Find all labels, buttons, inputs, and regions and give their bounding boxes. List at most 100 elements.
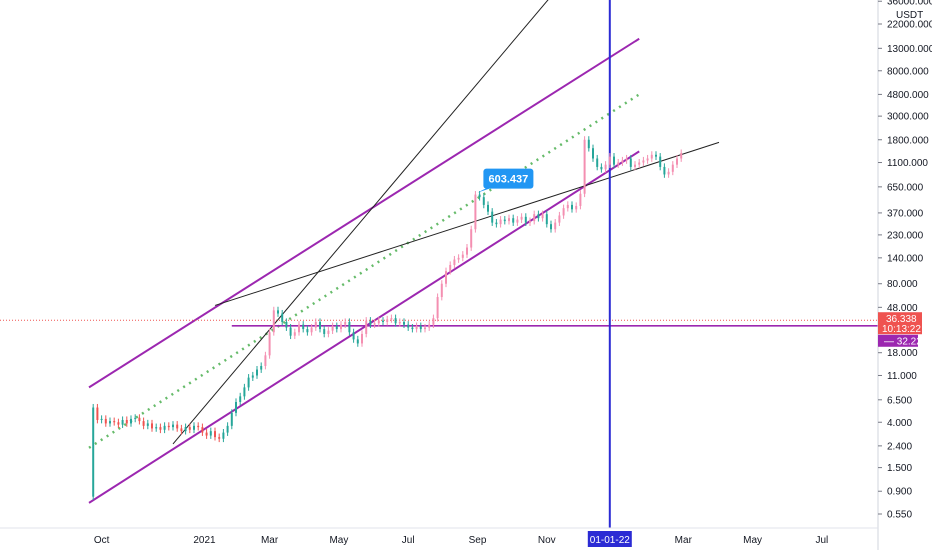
candle-body (92, 407, 95, 497)
candle-body (193, 425, 195, 430)
candle-body (277, 310, 279, 314)
candle-body (146, 423, 149, 426)
candle-body (491, 211, 494, 223)
candle-body (352, 332, 355, 340)
candle-body (268, 332, 271, 356)
candle-body (541, 214, 544, 219)
candle-body (382, 320, 384, 322)
candle-body (625, 158, 628, 161)
candle-body (466, 247, 468, 255)
steep-trend-line (172, 0, 549, 445)
current-price-countdown: 10:13:22 (882, 324, 921, 335)
candle-body (419, 326, 422, 330)
x-tick-label: Jul (816, 535, 829, 546)
candle-body (461, 254, 464, 258)
candle-body (520, 216, 523, 220)
y-tick-label: 36000.000 (887, 0, 932, 8)
candle-body (613, 156, 615, 165)
candle-body (327, 330, 330, 334)
candle-body (671, 164, 674, 172)
candle-body (638, 162, 641, 165)
candle-body (256, 369, 258, 376)
candle-body (323, 329, 326, 334)
candle-body (583, 139, 586, 194)
y-tick-label: 370.000 (887, 208, 924, 219)
candle-body (348, 321, 351, 333)
candle-body (243, 387, 246, 397)
candle-body (667, 171, 670, 175)
x-tick-label: Sep (469, 535, 487, 546)
candle-body (478, 194, 481, 198)
candle-body (533, 214, 536, 222)
candle-body (415, 326, 418, 330)
candle-body (130, 418, 132, 424)
x-tick-label: Mar (261, 535, 279, 546)
candle-body (608, 156, 611, 165)
y-tick-label: 230.000 (887, 230, 924, 241)
candle-body (487, 204, 489, 212)
candle-body (386, 319, 389, 322)
candle-body (650, 154, 653, 159)
candle-body (247, 377, 250, 388)
candle-body (554, 222, 557, 230)
y-tick-label: 4.000 (887, 418, 912, 429)
candle-body (655, 154, 657, 157)
candle-body (407, 324, 410, 328)
channel-upper-line (88, 37, 640, 389)
date-marker-value: 01-01-22 (590, 535, 630, 546)
candle-body (604, 164, 607, 170)
y-tick-label: 2.400 (887, 441, 912, 452)
candle-body (235, 401, 237, 413)
x-tick-label: May (743, 535, 762, 546)
candle-body (445, 271, 447, 284)
level-label: — 32.226 (878, 334, 928, 347)
candle-body (205, 432, 208, 436)
date-marker: 01-01-22 (587, 531, 632, 547)
candle-body (436, 297, 439, 319)
candle-body (676, 158, 678, 165)
drawing-tools (0, 0, 878, 528)
y-tick-label: 0.550 (887, 510, 912, 521)
candle-body (680, 153, 683, 159)
candle-body (634, 164, 636, 167)
date-marker-bg (587, 531, 632, 547)
current-price-value: 36.338 (886, 314, 917, 325)
candle-body (629, 158, 632, 167)
y-tick-label: 1800.000 (887, 135, 929, 146)
candle-body (264, 355, 267, 367)
candle-body (134, 417, 137, 419)
candle-body (96, 407, 99, 420)
candle-body (155, 427, 158, 429)
candle-body (470, 229, 473, 248)
candle-body (596, 158, 599, 167)
candle-body (621, 160, 624, 163)
candle-body (289, 327, 292, 336)
peak-callout-value: 603.437 (489, 174, 529, 186)
candle-body (209, 431, 212, 436)
x-tick-label: 2021 (193, 535, 216, 546)
candle-body (499, 219, 502, 225)
candle-body (373, 323, 376, 325)
y-tick-label: 1.500 (887, 463, 912, 474)
candle-body (100, 418, 103, 420)
candle-body (113, 421, 116, 423)
candle-body (125, 419, 128, 424)
currency-label: USDT (896, 10, 923, 21)
candle-body (159, 427, 162, 430)
price-axis[interactable]: 36000.000 22000.000 13000.000 8000.000 4800.… (877, 0, 932, 550)
candle-body (579, 193, 582, 206)
candle-body (230, 412, 233, 426)
candles (92, 136, 683, 501)
candle-body (109, 421, 111, 424)
y-tick-label: 1100.000 (887, 158, 928, 169)
y-tick-label: 22000.000 (887, 20, 932, 31)
candle-body (184, 427, 187, 432)
time-axis[interactable]: Oct 2021 Mar May Jul Sep Nov Mar May Jul 01-01-22 (0, 527, 878, 547)
candle-body (428, 324, 431, 328)
candle-body (272, 310, 275, 333)
y-tick-label: 80.000 (887, 279, 918, 290)
candle-body (335, 326, 338, 330)
candle-body (642, 160, 645, 163)
